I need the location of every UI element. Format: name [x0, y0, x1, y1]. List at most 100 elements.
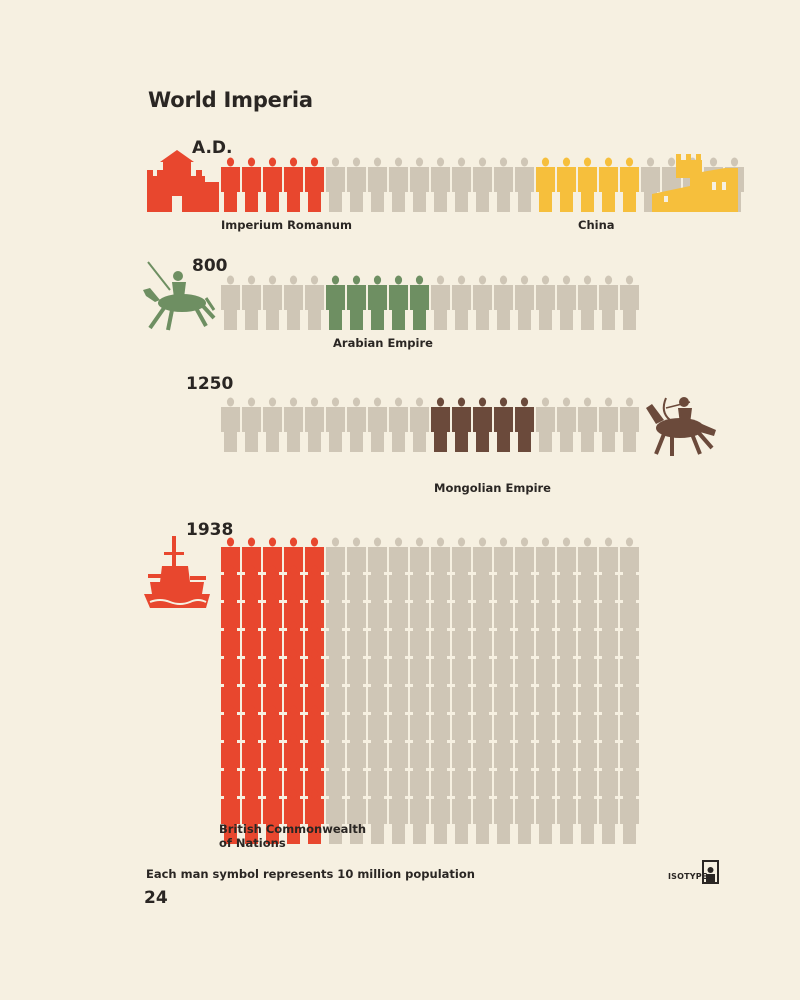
empire-label-british-line1: British Commonwealth — [219, 822, 367, 836]
man-symbol — [389, 789, 408, 844]
man-symbol — [410, 397, 429, 452]
era-label-800: 800 — [192, 256, 228, 276]
man-symbol — [557, 397, 576, 452]
man-symbol — [557, 789, 576, 844]
man-symbol — [620, 275, 639, 330]
man-symbol — [263, 275, 282, 330]
man-symbol — [557, 157, 576, 212]
man-symbol — [305, 275, 324, 330]
man-symbol — [242, 275, 261, 330]
man-symbol — [452, 157, 471, 212]
man-symbol — [410, 789, 429, 844]
man-symbol — [599, 157, 618, 212]
man-symbol — [515, 397, 534, 452]
empire-label-arabian: Arabian Empire — [333, 336, 433, 350]
man-symbol — [620, 397, 639, 452]
era-label-ad: A.D. — [192, 138, 233, 158]
man-symbol — [221, 789, 240, 844]
man-symbol — [620, 789, 639, 844]
empire-label-china: China — [578, 218, 615, 232]
camel-rider-icon — [143, 261, 216, 331]
man-symbol — [473, 789, 492, 844]
man-symbol — [368, 789, 387, 844]
man-symbol — [242, 789, 261, 844]
empire-label-british-line2: of Nations — [219, 836, 286, 850]
man-symbol — [494, 397, 513, 452]
man-symbol — [599, 789, 618, 844]
man-symbol — [473, 397, 492, 452]
man-symbol — [368, 275, 387, 330]
man-symbol — [284, 275, 303, 330]
man-symbol — [578, 397, 597, 452]
man-symbol — [284, 789, 303, 844]
man-symbol — [263, 157, 282, 212]
man-symbol — [368, 397, 387, 452]
man-symbol — [389, 275, 408, 330]
man-symbol — [473, 157, 492, 212]
man-symbol — [242, 397, 261, 452]
era-label-1938: 1938 — [186, 520, 234, 540]
man-symbol — [410, 275, 429, 330]
man-symbol — [326, 789, 345, 844]
man-symbol — [431, 275, 450, 330]
horse-archer-icon — [646, 397, 716, 456]
man-symbol — [263, 789, 282, 844]
man-symbol — [599, 397, 618, 452]
man-symbol — [305, 789, 324, 844]
man-symbol — [347, 789, 366, 844]
man-symbol — [494, 157, 513, 212]
man-symbol — [221, 275, 240, 330]
man-symbol — [515, 789, 534, 844]
man-symbol — [284, 397, 303, 452]
man-symbol — [620, 157, 639, 212]
man-symbol — [557, 275, 576, 330]
man-symbol — [536, 157, 555, 212]
fortress-icon — [147, 150, 219, 212]
isotype-logo-text: ISOTYPE — [668, 872, 708, 881]
man-symbol — [452, 275, 471, 330]
man-symbol — [221, 397, 240, 452]
man-symbol — [452, 397, 471, 452]
man-symbol — [410, 157, 429, 212]
man-symbol — [431, 397, 450, 452]
man-symbol — [494, 789, 513, 844]
man-symbol — [515, 157, 534, 212]
man-symbol — [536, 789, 555, 844]
man-symbol — [263, 397, 282, 452]
era-label-1250: 1250 — [186, 374, 234, 394]
man-symbol — [221, 157, 240, 212]
man-symbol — [389, 157, 408, 212]
unit-footnote: Each man symbol represents 10 million po… — [146, 867, 475, 881]
man-symbol — [599, 275, 618, 330]
man-symbol — [431, 789, 450, 844]
page-title: World Imperia — [148, 88, 313, 112]
man-symbol — [305, 397, 324, 452]
symbol-rows — [221, 157, 744, 844]
empire-label-mongolian: Mongolian Empire — [434, 481, 551, 495]
man-symbol — [536, 275, 555, 330]
man-symbol — [473, 275, 492, 330]
man-symbol — [494, 275, 513, 330]
great-wall-icon — [652, 154, 738, 212]
man-symbol — [452, 789, 471, 844]
page-number: 24 — [144, 888, 168, 908]
man-symbol — [389, 397, 408, 452]
man-symbol — [326, 397, 345, 452]
man-symbol — [347, 397, 366, 452]
man-symbol — [536, 397, 555, 452]
isotype-logo-icon — [702, 860, 719, 884]
battleship-icon — [144, 536, 210, 608]
man-symbol — [578, 275, 597, 330]
man-symbol — [326, 275, 345, 330]
empire-label-roman: Imperium Romanum — [221, 218, 352, 232]
man-symbol — [515, 275, 534, 330]
man-symbol — [368, 157, 387, 212]
man-symbol — [431, 157, 450, 212]
man-symbol — [578, 789, 597, 844]
man-symbol — [326, 157, 345, 212]
man-symbol — [347, 157, 366, 212]
man-symbol — [284, 157, 303, 212]
man-symbol — [578, 157, 597, 212]
man-symbol — [242, 157, 261, 212]
